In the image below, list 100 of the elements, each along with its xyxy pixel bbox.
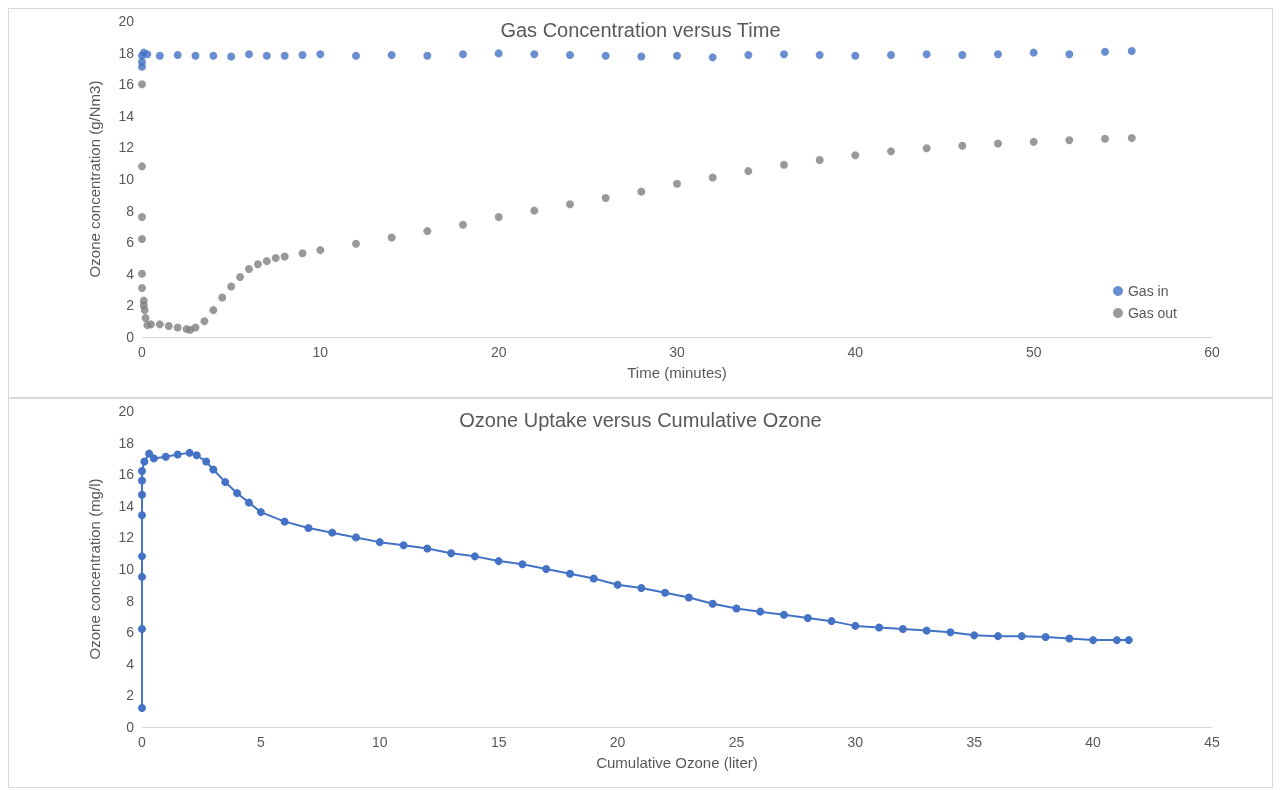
point	[732, 604, 741, 613]
y-tick-label: 0	[126, 719, 135, 735]
y-tick-label: 2	[126, 297, 135, 314]
point	[138, 80, 146, 89]
point	[994, 50, 1002, 59]
y-tick-label: 10	[118, 561, 135, 577]
point	[447, 549, 456, 558]
point	[218, 293, 227, 302]
point	[138, 552, 146, 561]
point	[887, 50, 895, 59]
point	[173, 450, 182, 459]
point	[1089, 636, 1098, 645]
point	[138, 284, 146, 293]
point	[827, 617, 836, 626]
point	[143, 50, 152, 59]
point	[155, 51, 164, 60]
y-tick-label: 6	[126, 234, 135, 251]
point	[494, 212, 503, 221]
point	[946, 628, 955, 637]
point	[280, 51, 289, 60]
point	[887, 147, 895, 156]
chart-title: Gas Concentration versus Time	[500, 19, 781, 41]
y-tick-label: 20	[118, 13, 135, 29]
point	[1029, 48, 1038, 57]
point	[530, 206, 539, 215]
point	[233, 489, 242, 498]
x-tick-label: 30	[847, 734, 864, 750]
point	[138, 162, 146, 171]
y-tick-label: 18	[118, 44, 135, 61]
point	[256, 508, 265, 517]
y-tick-label: 14	[118, 497, 135, 514]
point	[673, 51, 681, 60]
point	[1112, 636, 1121, 645]
point	[922, 626, 931, 635]
point	[138, 476, 146, 485]
x-tick-label: 20	[490, 344, 507, 360]
point	[708, 599, 717, 608]
x-axis-title: Time (minutes)	[627, 364, 727, 381]
point	[815, 156, 824, 165]
point	[202, 457, 211, 466]
point	[173, 50, 182, 59]
x-tick-label: 60	[1204, 344, 1220, 360]
point	[328, 528, 337, 537]
point	[145, 449, 154, 458]
y-tick-label: 16	[118, 466, 135, 483]
point	[922, 144, 931, 153]
point	[138, 269, 146, 278]
point	[387, 233, 396, 242]
point	[1127, 133, 1136, 142]
x-tick-label: 10	[312, 344, 329, 360]
point	[280, 252, 289, 261]
point	[1124, 636, 1133, 645]
point	[566, 569, 574, 578]
point	[138, 572, 146, 581]
point	[684, 593, 693, 602]
point	[637, 52, 646, 61]
y-tick-label: 10	[118, 171, 135, 187]
point	[227, 52, 236, 61]
y-tick-label: 4	[126, 655, 135, 672]
x-tick-label: 15	[490, 734, 507, 750]
point	[262, 51, 271, 60]
point	[1029, 137, 1038, 146]
point	[851, 51, 860, 60]
y-tick-label: 6	[126, 624, 135, 641]
point	[708, 173, 717, 182]
point	[141, 314, 150, 323]
point	[958, 50, 967, 59]
point	[304, 523, 313, 532]
x-tick-label: 5	[256, 734, 265, 750]
point	[708, 53, 717, 62]
point	[1101, 134, 1109, 143]
point	[1101, 47, 1109, 56]
point	[271, 254, 280, 262]
point	[352, 51, 360, 60]
point	[227, 282, 236, 291]
point	[387, 50, 396, 59]
point	[1065, 634, 1074, 643]
point	[280, 517, 289, 526]
point	[191, 51, 200, 60]
y-axis-title: Ozone concentration (g/Nm3)	[86, 80, 103, 278]
legend-label: Gas in	[1127, 283, 1169, 299]
point	[780, 610, 788, 619]
point	[815, 50, 824, 59]
point	[200, 317, 209, 326]
point	[898, 625, 907, 634]
x-tick-label: 40	[847, 344, 864, 360]
x-tick-label: 25	[728, 734, 745, 750]
point	[851, 621, 860, 630]
point	[566, 200, 574, 209]
y-tick-label: 18	[118, 434, 135, 451]
y-tick-label: 8	[126, 202, 135, 219]
point	[1065, 136, 1074, 145]
point	[423, 544, 432, 553]
point	[191, 323, 200, 332]
point	[173, 323, 182, 332]
y-tick-label: 12	[118, 139, 135, 156]
point	[780, 160, 788, 169]
x-tick-label: 35	[966, 734, 983, 750]
x-tick-label: 0	[138, 734, 147, 750]
point	[253, 260, 262, 269]
